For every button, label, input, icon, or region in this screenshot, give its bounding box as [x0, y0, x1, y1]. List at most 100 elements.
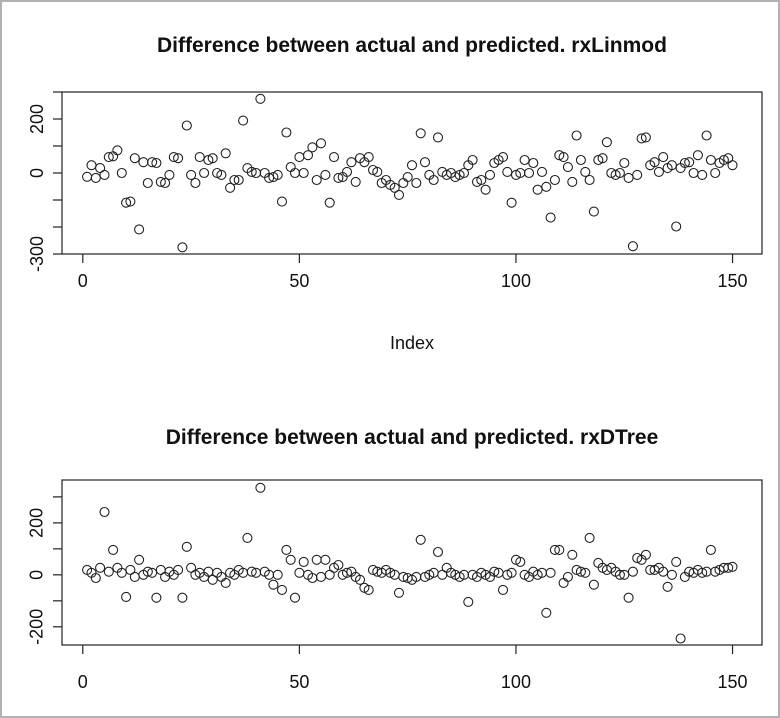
- data-point: [289, 167, 301, 179]
- data-point: [138, 157, 149, 168]
- data-point: [173, 153, 184, 164]
- data-point: [718, 154, 729, 166]
- data-point: [528, 157, 539, 169]
- data-point: [653, 166, 664, 177]
- data-point: [497, 584, 509, 595]
- data-point: [181, 541, 192, 552]
- data-point: [363, 584, 374, 595]
- data-point: [285, 162, 296, 173]
- data-point: [199, 167, 210, 179]
- data-point: [220, 148, 231, 159]
- data-point: [255, 93, 266, 104]
- data-point: [281, 544, 292, 555]
- data-point: [168, 152, 179, 163]
- data-point: [658, 152, 669, 163]
- data-point: [601, 137, 612, 148]
- data-point: [619, 569, 630, 580]
- data-point: [554, 544, 565, 555]
- data-point: [432, 132, 444, 143]
- data-point: [142, 177, 153, 189]
- data-point: [82, 171, 93, 182]
- y-tick-label: -200: [27, 609, 47, 645]
- data-point: [424, 569, 435, 580]
- data-point: [632, 552, 643, 564]
- data-point: [506, 197, 517, 208]
- data-point: [233, 174, 244, 186]
- data-point: [536, 166, 548, 177]
- data-point: [190, 177, 201, 189]
- data-point: [281, 127, 292, 138]
- data-point: [220, 577, 231, 588]
- y-tick-label: 0: [27, 168, 47, 178]
- data-point: [697, 169, 708, 180]
- data-point: [549, 174, 560, 186]
- data-point: [238, 115, 249, 126]
- y-tick-label: -300: [27, 236, 47, 272]
- data-point: [302, 150, 314, 161]
- data-point: [640, 132, 651, 143]
- data-point: [588, 206, 599, 217]
- data-point: [129, 571, 140, 582]
- data-point: [562, 162, 573, 173]
- data-point: [315, 571, 327, 582]
- bottom-chart-title: Difference between actual and predicted.…: [166, 426, 659, 449]
- data-point: [121, 197, 132, 208]
- data-point: [597, 153, 608, 164]
- data-point: [324, 197, 335, 208]
- data-point: [532, 569, 543, 580]
- data-point: [623, 592, 634, 603]
- data-point: [484, 169, 496, 180]
- data-point: [151, 592, 162, 603]
- data-point: [229, 174, 240, 186]
- data-point: [640, 549, 651, 560]
- data-point: [727, 561, 738, 572]
- x-tick-label: 100: [501, 672, 531, 692]
- data-point: [177, 242, 188, 253]
- data-point: [580, 567, 591, 578]
- data-point: [432, 546, 444, 558]
- data-point: [246, 566, 257, 577]
- data-point: [662, 581, 673, 592]
- data-point: [354, 574, 366, 585]
- data-point: [341, 567, 353, 578]
- data-point: [584, 532, 595, 543]
- data-point: [649, 157, 660, 168]
- data-point: [458, 167, 470, 179]
- data-point: [701, 130, 712, 141]
- data-point: [463, 596, 474, 607]
- data-point: [406, 160, 418, 171]
- data-point: [142, 566, 153, 577]
- data-point: [519, 154, 530, 166]
- data-point: [315, 138, 327, 149]
- bottom-chart: Difference between actual and predicted.…: [27, 426, 763, 692]
- data-point: [497, 152, 509, 163]
- data-point: [627, 566, 638, 577]
- data-point: [506, 567, 517, 578]
- data-point: [671, 221, 682, 232]
- data-point: [467, 154, 478, 166]
- y-tick-label: 200: [27, 508, 47, 538]
- data-point: [147, 157, 158, 168]
- data-point: [684, 157, 695, 168]
- data-point: [636, 133, 647, 144]
- data-point: [333, 172, 344, 183]
- data-point: [320, 169, 331, 180]
- data-point: [95, 562, 106, 573]
- data-point: [385, 567, 396, 578]
- data-point: [311, 174, 322, 186]
- data-point: [393, 189, 405, 200]
- data-point: [264, 172, 275, 183]
- top-chart-x-axis-label: Index: [390, 333, 434, 353]
- data-point: [298, 167, 309, 179]
- data-point: [545, 212, 556, 223]
- data-point: [575, 154, 586, 166]
- data-point: [225, 182, 236, 193]
- data-point: [558, 152, 569, 163]
- data-point: [727, 160, 738, 171]
- data-point: [688, 167, 699, 179]
- data-point: [675, 633, 686, 644]
- data-point: [134, 224, 145, 235]
- data-point: [515, 556, 526, 567]
- data-point: [532, 184, 543, 195]
